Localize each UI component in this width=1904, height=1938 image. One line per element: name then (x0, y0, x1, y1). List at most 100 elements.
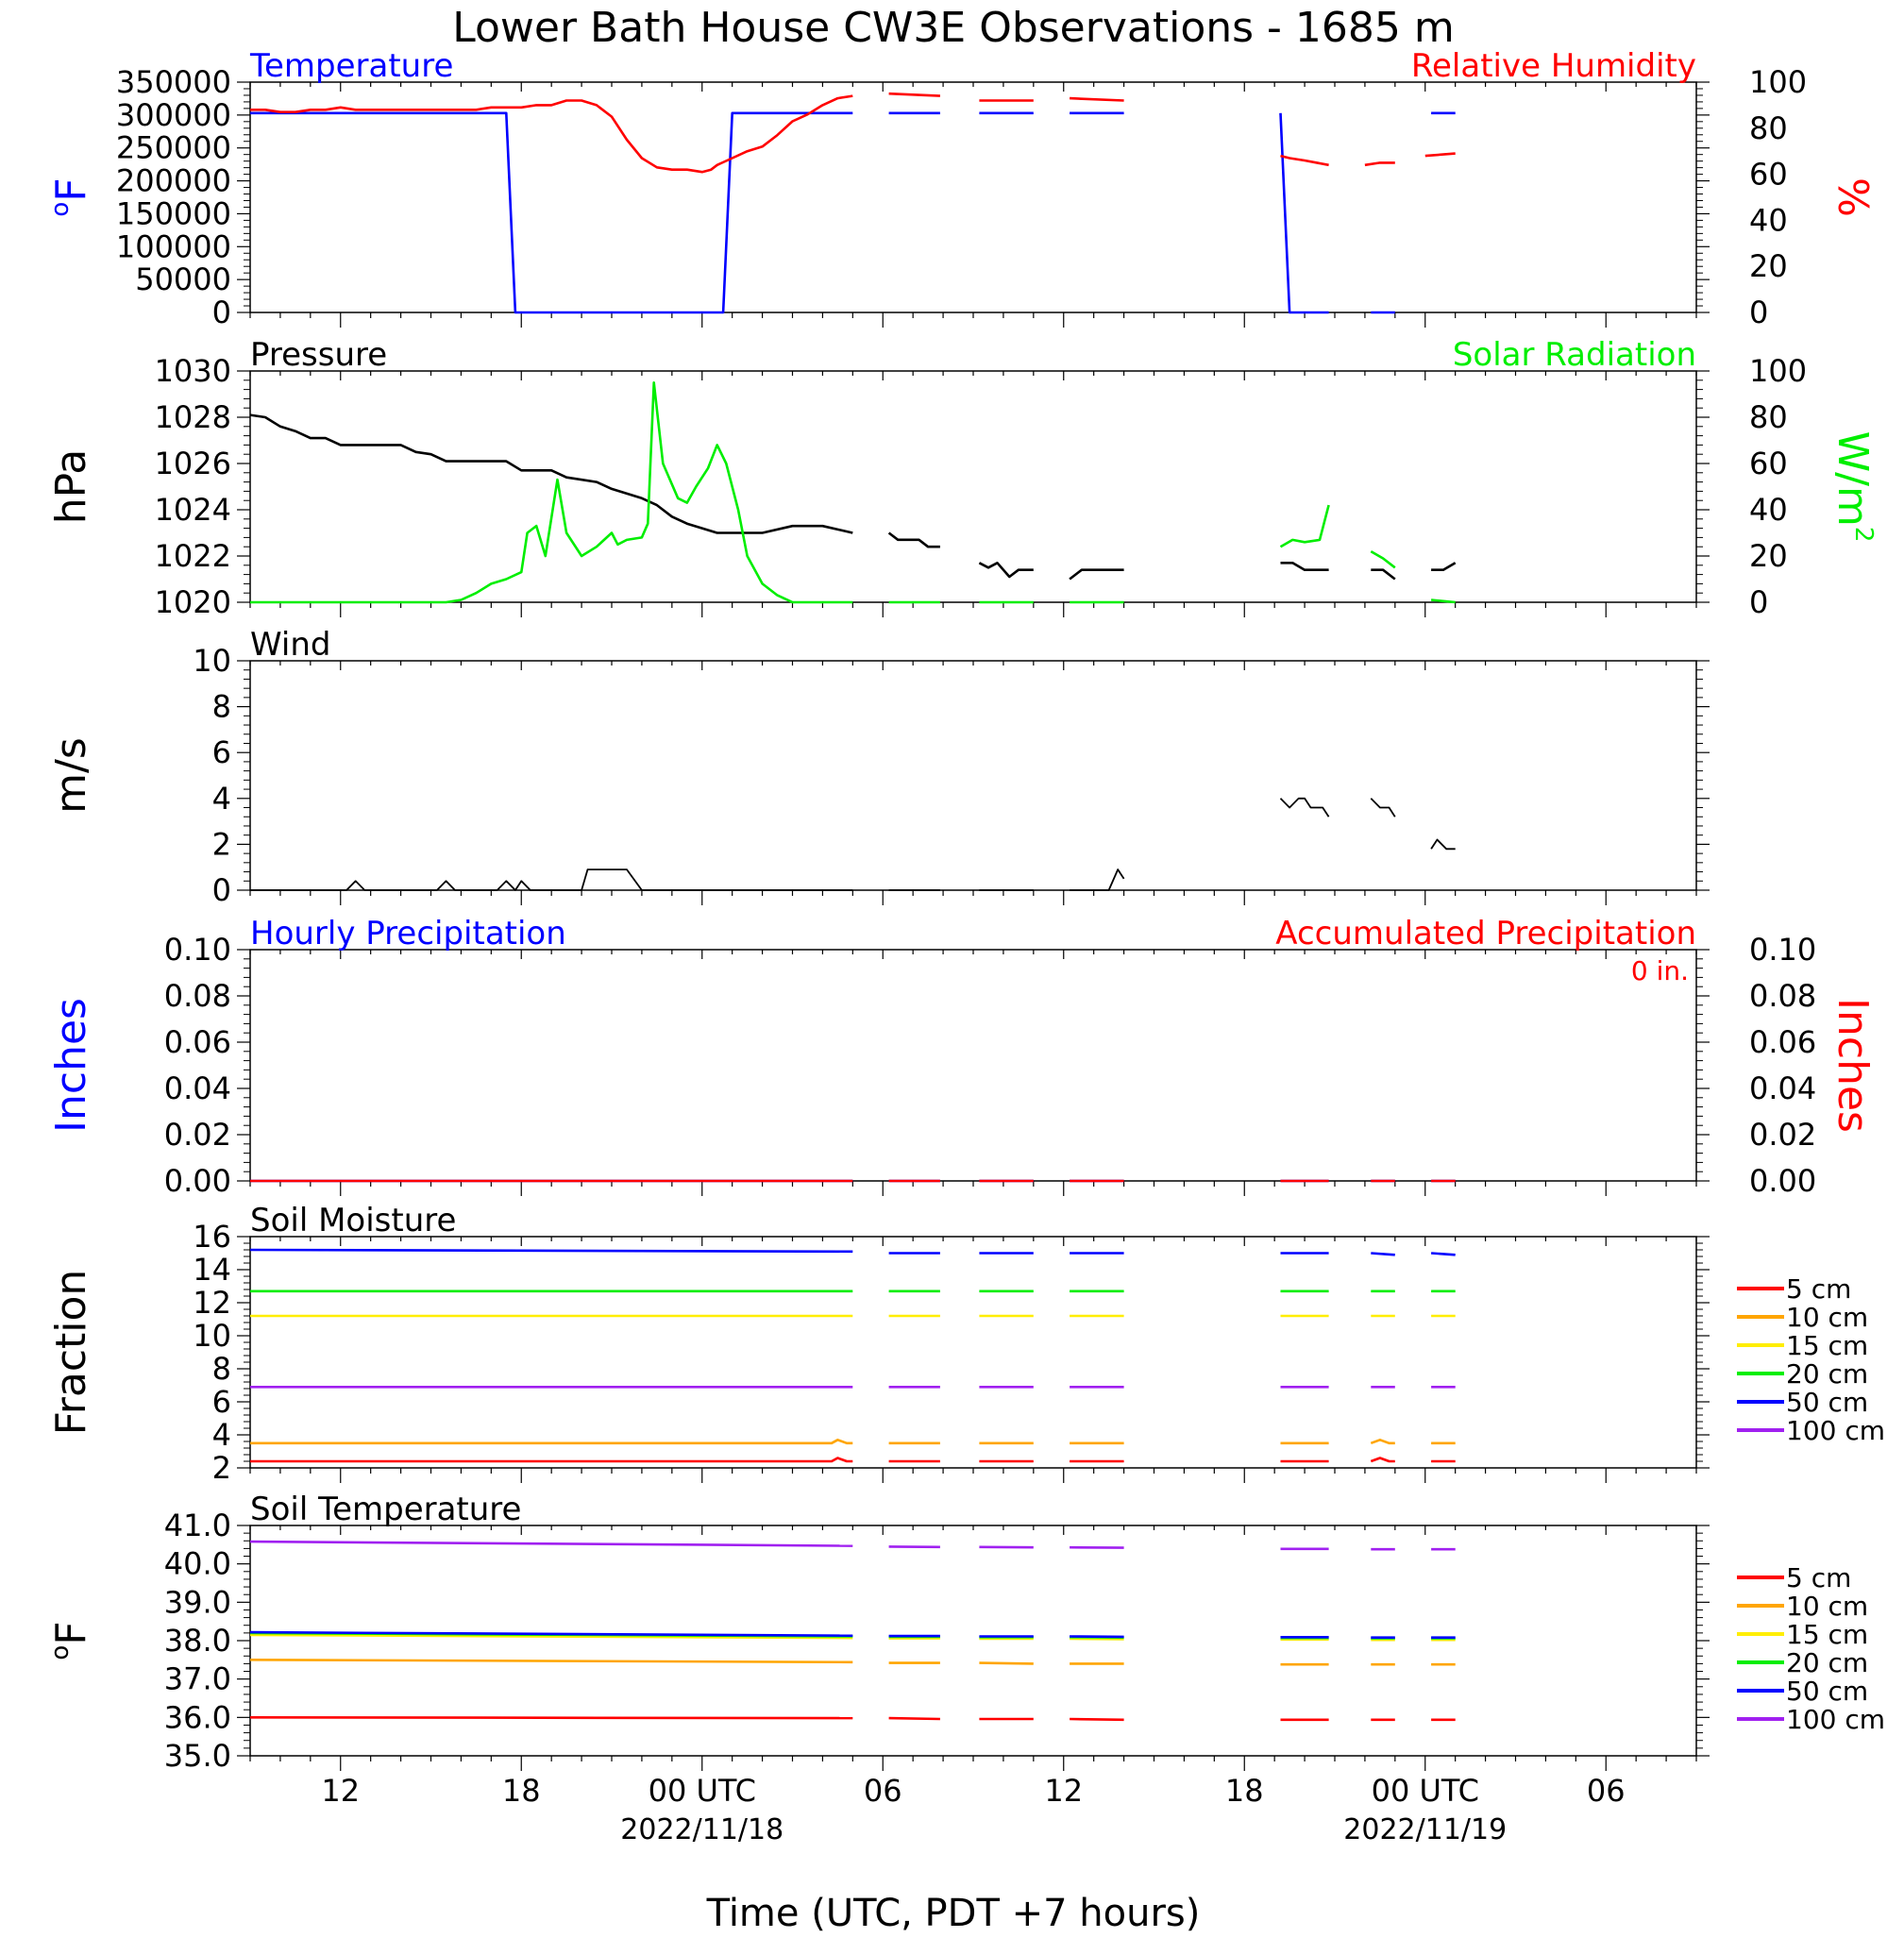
y-tick-label-left: 41.0 (164, 1508, 231, 1543)
x-axis-label: Time (UTC, PDT +7 hours) (706, 1892, 1201, 1935)
y-tick-label-left: 10 (193, 1318, 231, 1354)
series-line-segment (1424, 152, 1456, 158)
legend-label: 5 cm (1786, 1273, 1851, 1305)
legend-label: 15 cm (1786, 1619, 1868, 1650)
panel-left-title: Soil Temperature (250, 1491, 521, 1528)
y-tick-label-left: 1026 (155, 446, 231, 481)
legend-label: 100 cm (1786, 1415, 1885, 1446)
panel-temperature-rh: 0500001000001500002000002500003000003500… (46, 47, 1877, 330)
y-tick-label-left: 10 (193, 643, 231, 679)
y-tick-label-left: 150000 (116, 195, 231, 231)
y-axis-label-main: F (47, 1621, 95, 1644)
legend-label: 15 cm (1786, 1330, 1868, 1361)
y-tick-label-right: 0 (1749, 584, 1768, 620)
y-axis-label-main: W/m (1828, 431, 1877, 527)
series-line-segment (1431, 562, 1457, 571)
series-line-segment (1370, 798, 1396, 817)
x-tick-label: 06 (864, 1773, 902, 1809)
panel-left-title: Pressure (250, 336, 387, 374)
y-axis-label: Inches (47, 998, 95, 1133)
legend-label: 50 cm (1786, 1387, 1868, 1418)
y-tick-label-left: 0.06 (164, 1024, 231, 1060)
legend-label: 20 cm (1786, 1647, 1868, 1678)
series-pressure (249, 413, 1457, 581)
x-date-label: 2022/11/18 (620, 1813, 784, 1846)
series-line-segment (888, 1716, 940, 1721)
y-tick-label-left: 2 (212, 826, 231, 862)
y-tick-label-left: 12 (193, 1285, 231, 1321)
legend-label: 5 cm (1786, 1562, 1851, 1593)
y-tick-label-left: 1030 (155, 353, 231, 389)
y-tick-label-left: 8 (212, 1351, 231, 1387)
y-tick-label-right: 20 (1749, 248, 1788, 284)
y-tick-label-left: 100000 (116, 228, 231, 264)
figure-title: Lower Bath House CW3E Observations - 168… (452, 4, 1454, 52)
panel-pressure-solar: 1020 1022 1024 1026 1028 1030 0 20 40 60 80 100 Pres… (47, 336, 1878, 620)
y-axis-label: oF (46, 177, 95, 216)
series-line-segment (250, 94, 853, 174)
panel-left-title: Hourly Precipitation (250, 915, 566, 952)
y-tick-label-left: 0.04 (164, 1070, 231, 1106)
series-line-segment (249, 1659, 853, 1664)
y-tick-label-left: 0.10 (164, 932, 231, 968)
panel-wind: 0 2 4 6 8 10 Wind m/s (47, 626, 1710, 908)
y-tick-label-left: 250000 (116, 130, 231, 166)
series-line-segment (888, 92, 940, 97)
series-line-segment (1370, 1439, 1395, 1445)
y-tick-label-right: 0.08 (1749, 978, 1816, 1014)
series-5-cm (250, 1457, 1456, 1463)
series-line-segment (887, 531, 940, 548)
y-tick-label-right: 0.02 (1749, 1117, 1816, 1153)
y-tick-label-left: 38.0 (164, 1623, 231, 1659)
y-tick-label-left: 1024 (155, 492, 231, 528)
y-tick-label-left: 6 (212, 734, 231, 770)
series-line-segment (1431, 1252, 1456, 1256)
y-axis-label: % (1828, 177, 1877, 217)
series-line-segment (1280, 562, 1329, 571)
y-tick-label-left: 4 (212, 1417, 231, 1453)
series-line-segment (250, 1439, 853, 1445)
y-tick-label-left: 0.02 (164, 1117, 231, 1153)
series-line-segment (1070, 96, 1124, 102)
panel-left-title: Temperature (249, 47, 453, 85)
x-tick-label: 00 UTC (649, 1773, 756, 1809)
y-axis-label-superscript: 2 (1849, 527, 1878, 543)
y-tick-label-right: 60 (1749, 446, 1788, 481)
series-line-segment (1070, 1717, 1124, 1722)
y-tick-label-left: 6 (212, 1384, 231, 1420)
y-tick-label-left: 2 (212, 1450, 231, 1486)
series-10-cm (249, 1659, 1456, 1666)
y-tick-label-right: 0 (1749, 295, 1768, 330)
panel-right-title: Relative Humidity (1411, 47, 1696, 85)
series-line-segment (1371, 1252, 1395, 1256)
series-line-segment (249, 1633, 853, 1640)
series-line-segment (978, 562, 1034, 579)
series-15-cm (249, 1633, 1456, 1642)
series-solar-radiation (250, 381, 1456, 604)
x-date-label: 2022/11/19 (1343, 1813, 1507, 1846)
series-wind-speed (250, 797, 1456, 891)
panel-left-title: Wind (250, 626, 330, 664)
series-50-cm (249, 1630, 1456, 1639)
y-axis-label: W/m2 (1828, 431, 1878, 543)
y-tick-label-right: 0.00 (1749, 1163, 1816, 1199)
series-line-segment (249, 1630, 853, 1637)
y-tick-label-left: 1020 (155, 584, 231, 620)
series-line-segment (1430, 838, 1456, 851)
series-100-cm (249, 1540, 1456, 1551)
panels: 0500001000001500002000002500003000003500… (46, 47, 1885, 1774)
panel-precipitation: 0.00 0.02 0.04 0.06 0.08 0.10 0.00 0.02 0.04 0.06… (47, 915, 1877, 1199)
y-tick-label-left: 36.0 (164, 1699, 231, 1735)
y-axis-label: m/s (47, 737, 95, 814)
y-tick-label-left: 350000 (116, 64, 231, 100)
series-line-segment (249, 1540, 853, 1547)
x-tick-label: 18 (1225, 1773, 1264, 1809)
x-tick-label: 06 (1587, 1773, 1626, 1809)
y-tick-label-left: 37.0 (164, 1661, 231, 1697)
y-tick-label-right: 100 (1749, 64, 1807, 100)
legend-label: 50 cm (1786, 1676, 1868, 1707)
